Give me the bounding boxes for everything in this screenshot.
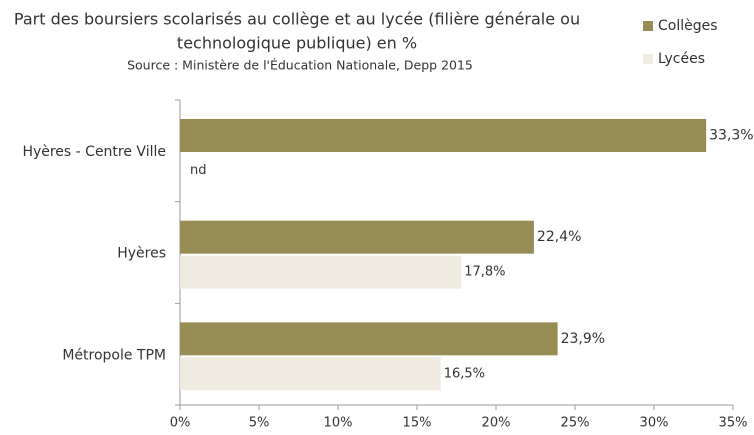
legend-label: Collèges (658, 18, 718, 34)
x-tick-label: 10% (324, 416, 353, 431)
chart-title: technologique publique) en % (177, 34, 417, 53)
value-label: 33,3% (709, 128, 753, 144)
x-tick-label: 20% (482, 416, 511, 431)
y-tick-label: Hyères - Centre Ville (22, 144, 166, 160)
bar (180, 255, 462, 289)
x-tick-label: 15% (403, 416, 432, 431)
x-tick-label: 5% (249, 416, 270, 431)
y-tick-label: Hyères (117, 246, 166, 262)
bar (180, 322, 558, 356)
value-label: nd (190, 163, 207, 178)
value-label: 17,8% (464, 265, 505, 280)
value-label: 22,4% (537, 229, 581, 245)
legend-swatch (643, 54, 653, 64)
value-label: 16,5% (444, 366, 485, 381)
x-tick-label: 25% (561, 416, 590, 431)
value-label: 23,9% (561, 331, 605, 347)
legend-label: Lycées (658, 51, 705, 67)
bar (180, 357, 441, 391)
legend-swatch (643, 21, 653, 31)
chart-subtitle: Source : Ministère de l'Éducation Nation… (127, 58, 473, 73)
x-tick-label: 0% (170, 416, 191, 431)
x-tick-label: 30% (640, 416, 669, 431)
y-tick-label: Métropole TPM (62, 347, 166, 363)
bar (180, 119, 707, 152)
bar (180, 220, 534, 254)
chart-title: Part des boursiers scolarisés au collège… (14, 10, 580, 29)
x-tick-label: 35% (719, 416, 748, 431)
